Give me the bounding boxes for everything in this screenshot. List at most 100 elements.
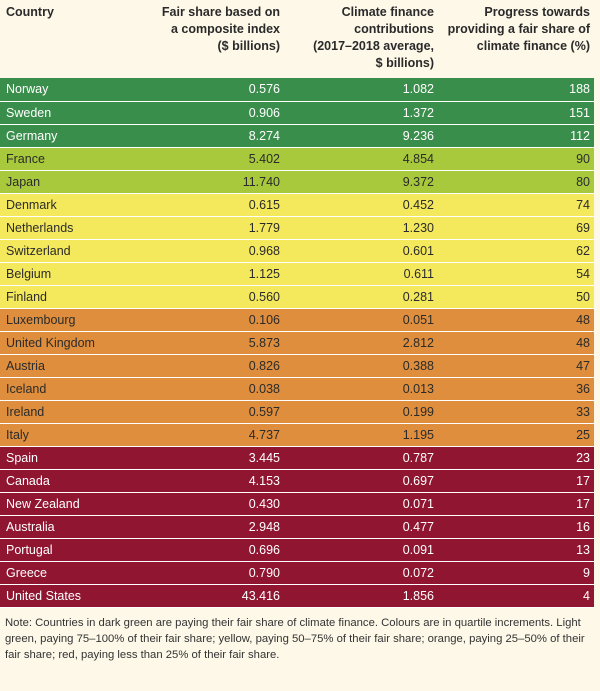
table-note: Note: Countries in dark green are paying… <box>5 616 585 661</box>
table-row: United States 43.416 1.856 4 <box>0 584 594 608</box>
fair-share-cell: 0.560 <box>150 285 280 309</box>
fair-share-cell: 5.873 <box>150 331 280 355</box>
country-cell: Japan <box>0 170 150 194</box>
fair-share-cell: 43.416 <box>150 584 280 608</box>
table-row: Norway 0.576 1.082 188 <box>0 78 594 102</box>
table-row: Germany 8.274 9.236 112 <box>0 124 594 148</box>
progress-cell: 9 <box>434 561 594 585</box>
contributions-cell: 0.013 <box>280 377 434 401</box>
table-row: Switzerland 0.968 0.601 62 <box>0 239 594 263</box>
data-table: Norway 0.576 1.082 188 Sweden 0.906 1.372 151 Ge… <box>0 78 594 608</box>
country-cell: New Zealand <box>0 492 150 516</box>
header-contributions-line2: contributions <box>354 22 434 36</box>
progress-cell: 48 <box>434 308 594 332</box>
fair-share-cell: 0.038 <box>150 377 280 401</box>
fair-share-cell: 0.696 <box>150 538 280 562</box>
contributions-cell: 0.388 <box>280 354 434 378</box>
contributions-cell: 9.372 <box>280 170 434 194</box>
country-cell: Canada <box>0 469 150 493</box>
header-fair-share: Fair share based on a composite index ($… <box>150 0 280 78</box>
table-row: United Kingdom 5.873 2.812 48 <box>0 331 594 355</box>
country-cell: United States <box>0 584 150 608</box>
progress-cell: 62 <box>434 239 594 263</box>
contributions-cell: 4.854 <box>280 147 434 171</box>
table-row: Spain 3.445 0.787 23 <box>0 446 594 470</box>
contributions-cell: 0.452 <box>280 193 434 217</box>
progress-cell: 48 <box>434 331 594 355</box>
header-fair-share-line3: ($ billions) <box>217 39 281 53</box>
contributions-cell: 1.856 <box>280 584 434 608</box>
progress-cell: 16 <box>434 515 594 539</box>
country-cell: Spain <box>0 446 150 470</box>
contributions-cell: 1.372 <box>280 101 434 125</box>
country-cell: Greece <box>0 561 150 585</box>
fair-share-cell: 11.740 <box>150 170 280 194</box>
table-row: Italy 4.737 1.195 25 <box>0 423 594 447</box>
fair-share-cell: 4.737 <box>150 423 280 447</box>
header-progress-line1: Progress towards <box>484 5 590 19</box>
progress-cell: 17 <box>434 469 594 493</box>
contributions-cell: 0.477 <box>280 515 434 539</box>
table-row: New Zealand 0.430 0.071 17 <box>0 492 594 516</box>
progress-cell: 47 <box>434 354 594 378</box>
contributions-cell: 0.787 <box>280 446 434 470</box>
fair-share-cell: 4.153 <box>150 469 280 493</box>
progress-cell: 36 <box>434 377 594 401</box>
contributions-cell: 9.236 <box>280 124 434 148</box>
country-cell: France <box>0 147 150 171</box>
contributions-cell: 1.195 <box>280 423 434 447</box>
progress-cell: 188 <box>434 78 594 102</box>
contributions-cell: 0.091 <box>280 538 434 562</box>
progress-cell: 33 <box>434 400 594 424</box>
country-cell: Norway <box>0 78 150 102</box>
country-cell: Iceland <box>0 377 150 401</box>
fair-share-cell: 3.445 <box>150 446 280 470</box>
contributions-cell: 0.071 <box>280 492 434 516</box>
fair-share-cell: 0.906 <box>150 101 280 125</box>
country-cell: Italy <box>0 423 150 447</box>
country-cell: Luxembourg <box>0 308 150 332</box>
contributions-cell: 0.601 <box>280 239 434 263</box>
country-cell: Austria <box>0 354 150 378</box>
table-row: Iceland 0.038 0.013 36 <box>0 377 594 401</box>
table-row: Austria 0.826 0.388 47 <box>0 354 594 378</box>
progress-cell: 69 <box>434 216 594 240</box>
fair-share-cell: 0.106 <box>150 308 280 332</box>
country-cell: United Kingdom <box>0 331 150 355</box>
contributions-cell: 0.199 <box>280 400 434 424</box>
progress-cell: 13 <box>434 538 594 562</box>
header-progress-line3: climate finance (%) <box>476 39 590 53</box>
table-row: France 5.402 4.854 90 <box>0 147 594 171</box>
progress-cell: 17 <box>434 492 594 516</box>
progress-cell: 25 <box>434 423 594 447</box>
contributions-cell: 1.230 <box>280 216 434 240</box>
contributions-cell: 0.051 <box>280 308 434 332</box>
country-cell: Sweden <box>0 101 150 125</box>
header-contributions-line4: $ billions) <box>375 56 434 70</box>
header-progress: Progress towards providing a fair share … <box>434 0 594 78</box>
table-row: Portugal 0.696 0.091 13 <box>0 538 594 562</box>
table-row: Finland 0.560 0.281 50 <box>0 285 594 309</box>
contributions-cell: 2.812 <box>280 331 434 355</box>
country-cell: Belgium <box>0 262 150 286</box>
contributions-cell: 0.072 <box>280 561 434 585</box>
table-row: Belgium 1.125 0.611 54 <box>0 262 594 286</box>
progress-cell: 90 <box>434 147 594 171</box>
fair-share-cell: 0.430 <box>150 492 280 516</box>
country-cell: Germany <box>0 124 150 148</box>
table-row: Greece 0.790 0.072 9 <box>0 561 594 585</box>
country-cell: Switzerland <box>0 239 150 263</box>
fair-share-cell: 1.125 <box>150 262 280 286</box>
country-cell: Netherlands <box>0 216 150 240</box>
fair-share-cell: 5.402 <box>150 147 280 171</box>
fair-share-cell: 0.826 <box>150 354 280 378</box>
contributions-cell: 0.697 <box>280 469 434 493</box>
table-row: Ireland 0.597 0.199 33 <box>0 400 594 424</box>
country-cell: Australia <box>0 515 150 539</box>
fair-share-cell: 0.968 <box>150 239 280 263</box>
fair-share-cell: 0.597 <box>150 400 280 424</box>
progress-cell: 50 <box>434 285 594 309</box>
table-row: Netherlands 1.779 1.230 69 <box>0 216 594 240</box>
table-row: Canada 4.153 0.697 17 <box>0 469 594 493</box>
